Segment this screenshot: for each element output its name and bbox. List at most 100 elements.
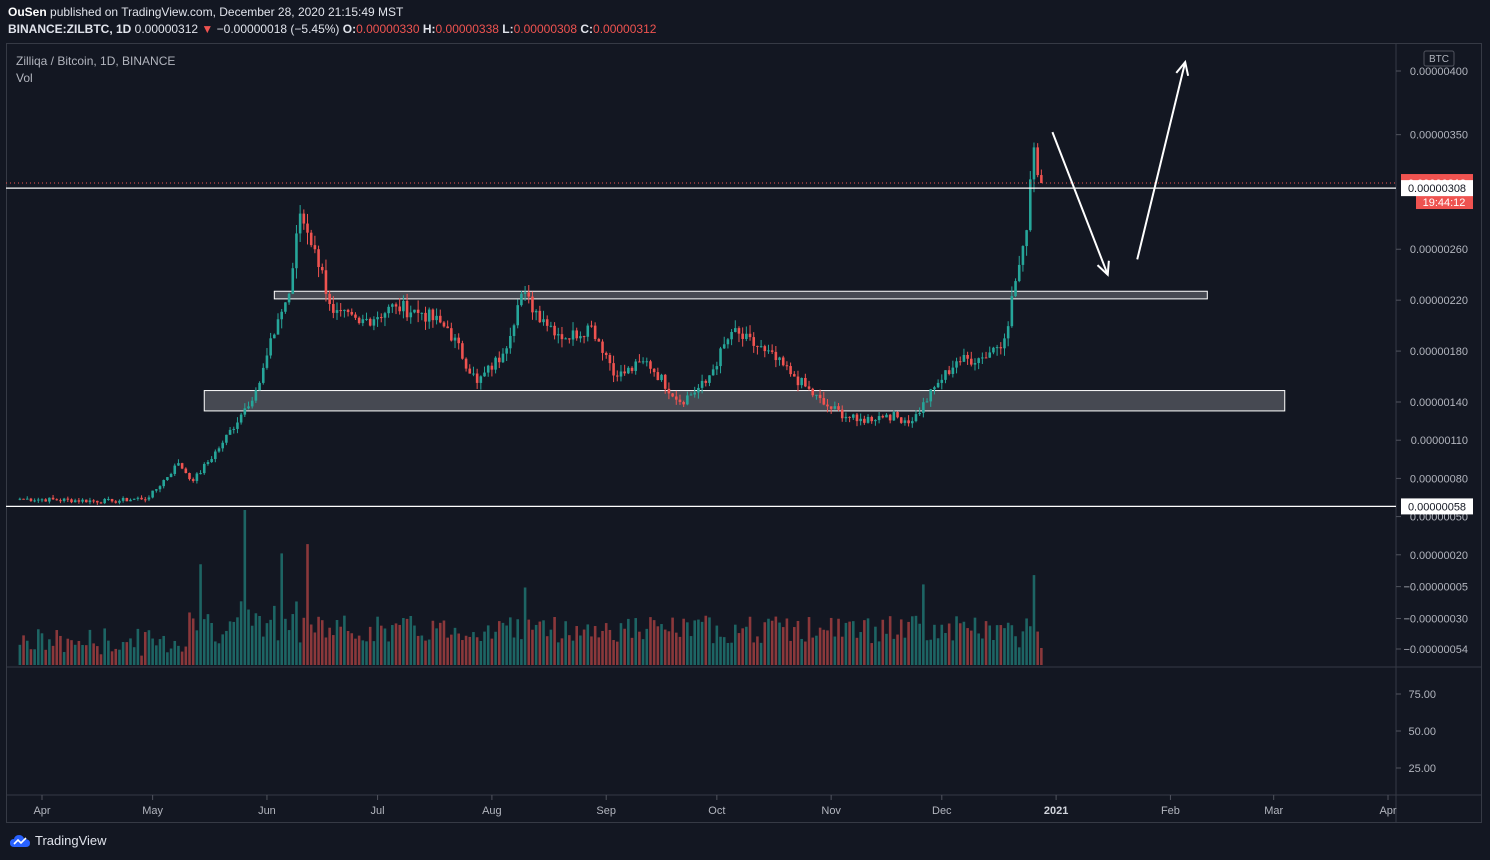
volume-bar [446, 637, 449, 665]
candle-body [247, 406, 250, 409]
volume-bar [361, 640, 365, 665]
price-axis-label: 0.00000080 [1410, 473, 1468, 485]
candle-body [700, 380, 704, 388]
time-axis-label: Mar [1264, 805, 1283, 817]
volume-bar [962, 621, 966, 665]
volume-bar [276, 640, 280, 665]
candle-body [970, 358, 973, 365]
volume-bar [936, 638, 940, 665]
candle-body [479, 376, 483, 383]
volume-bar [225, 630, 228, 665]
volume-bar [309, 624, 313, 665]
volume-bar [689, 636, 693, 665]
volume-bar [711, 643, 715, 665]
candle-body [464, 358, 468, 369]
candle-body [191, 479, 195, 481]
candle-body [25, 498, 29, 500]
volume-bar [774, 616, 778, 665]
candle-body [1025, 230, 1028, 247]
candle-body [608, 355, 612, 364]
volume-bar [844, 622, 848, 665]
candle-body [929, 389, 933, 402]
volume-bar [140, 655, 143, 665]
volume-bar [722, 637, 726, 665]
high-value: 0.00000338 [435, 22, 499, 36]
volume-bar [424, 640, 427, 665]
open-value: 0.00000330 [356, 22, 420, 36]
candle-body [431, 309, 435, 321]
volume-bar [520, 639, 523, 665]
candle-body [745, 333, 748, 339]
price-change: −0.00000018 (−5.45%) [216, 22, 340, 36]
volume-bar [162, 635, 165, 665]
volume-bar [236, 617, 239, 665]
candle-body [195, 473, 199, 481]
volume-bar [453, 627, 457, 665]
volume-bar [601, 630, 604, 665]
candle-body [1017, 264, 1021, 282]
candle-body [995, 347, 999, 349]
projection-arrows[interactable] [1051, 59, 1190, 277]
volume-bar [254, 613, 258, 665]
lower-axis-label: 50.00 [1408, 726, 1436, 738]
candle-body [343, 309, 346, 311]
candle-body [402, 300, 405, 312]
volume-bar [899, 619, 903, 665]
candle-body [435, 315, 438, 321]
candle-body [859, 418, 862, 422]
volume-bar [914, 615, 918, 665]
volume-bar [295, 601, 298, 665]
volume-bar [88, 629, 92, 665]
volume-bar [468, 636, 472, 665]
candle-body [804, 377, 807, 387]
volume-bar [328, 627, 331, 665]
candle-body [531, 296, 534, 313]
candle-body [143, 499, 147, 501]
volume-bar [494, 631, 497, 665]
candle-body [516, 305, 520, 326]
candle-body [604, 352, 608, 356]
candle-body [523, 292, 527, 294]
candle-body [774, 351, 778, 361]
candle-body [416, 309, 420, 313]
candle-body [468, 368, 472, 374]
volume-bar [239, 601, 243, 665]
candle-body [457, 337, 460, 344]
volume-bar [457, 633, 460, 665]
volume-bar [132, 647, 136, 665]
volume-bar [313, 632, 317, 665]
horizontal-lines[interactable] [6, 182, 1396, 508]
candle-body [1010, 296, 1014, 327]
candle-body [354, 314, 357, 318]
candle-body [59, 500, 62, 502]
candle-body [674, 396, 678, 400]
candle-body [147, 497, 151, 500]
volume-bar [357, 635, 361, 665]
time-axis-label: May [142, 805, 163, 817]
candle-body [335, 310, 339, 313]
support-zones[interactable] [203, 290, 1286, 412]
volume-bar [667, 631, 671, 665]
tradingview-logo[interactable]: TradingView [10, 833, 107, 848]
volume-bar [737, 633, 741, 665]
axes[interactable]: 0.00000400 0.00000350 0.00000260 0.00000220… [33, 50, 1473, 817]
candle-body [81, 499, 84, 502]
volume-bar [656, 626, 660, 665]
volume-bar [70, 640, 73, 665]
volume-bar [674, 632, 678, 665]
candle-body [973, 363, 977, 365]
volume-bar [604, 623, 608, 665]
volume-bar [383, 628, 387, 665]
volume-bar [442, 620, 446, 665]
volume-bar [416, 635, 420, 665]
volume-bar [608, 629, 612, 665]
candle-body [313, 245, 317, 250]
volume-bar [280, 553, 283, 665]
volume-bar [438, 622, 442, 665]
candle-body [815, 394, 818, 396]
publisher-name[interactable]: OuSen [8, 5, 47, 19]
candle-body [166, 477, 169, 481]
candle-body [140, 497, 143, 500]
candle-body [387, 306, 390, 314]
